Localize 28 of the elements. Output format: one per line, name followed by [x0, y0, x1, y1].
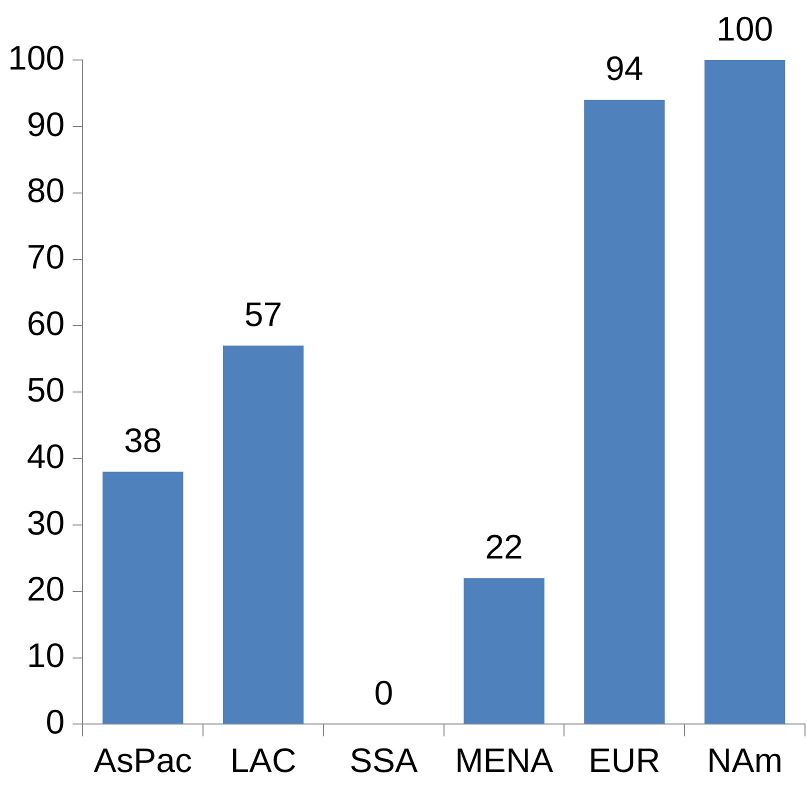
- data-label: 22: [485, 528, 523, 566]
- x-tick-label: NAm: [707, 742, 783, 780]
- bar: [584, 100, 665, 724]
- y-tick-label: 30: [26, 504, 65, 542]
- y-tick-label: 90: [26, 106, 65, 144]
- data-label: 0: [374, 674, 394, 713]
- bar: [704, 60, 786, 724]
- x-tick-label: EUR: [588, 742, 660, 780]
- y-tick-label: 0: [46, 704, 65, 742]
- bar: [222, 346, 304, 724]
- x-tick-label: MENA: [454, 742, 554, 780]
- x-tick-label: LAC: [230, 742, 296, 780]
- y-tick-label: 80: [26, 172, 65, 210]
- data-label: 94: [606, 50, 644, 88]
- y-tick-label: 40: [26, 438, 65, 476]
- y-tick-label: 20: [26, 570, 65, 609]
- x-tick-label: SSA: [350, 742, 418, 780]
- data-label: 100: [716, 10, 774, 48]
- bar: [464, 578, 544, 724]
- y-tick-label: 60: [26, 305, 65, 344]
- bar: [102, 472, 184, 724]
- y-tick-label: 10: [26, 637, 65, 676]
- x-tick-label: AsPac: [94, 742, 192, 780]
- y-tick-label: 50: [26, 371, 65, 410]
- data-label: 38: [124, 422, 162, 460]
- y-tick-label: 70: [26, 238, 65, 277]
- data-label: 57: [244, 296, 282, 334]
- y-tick-label: 100: [8, 39, 65, 78]
